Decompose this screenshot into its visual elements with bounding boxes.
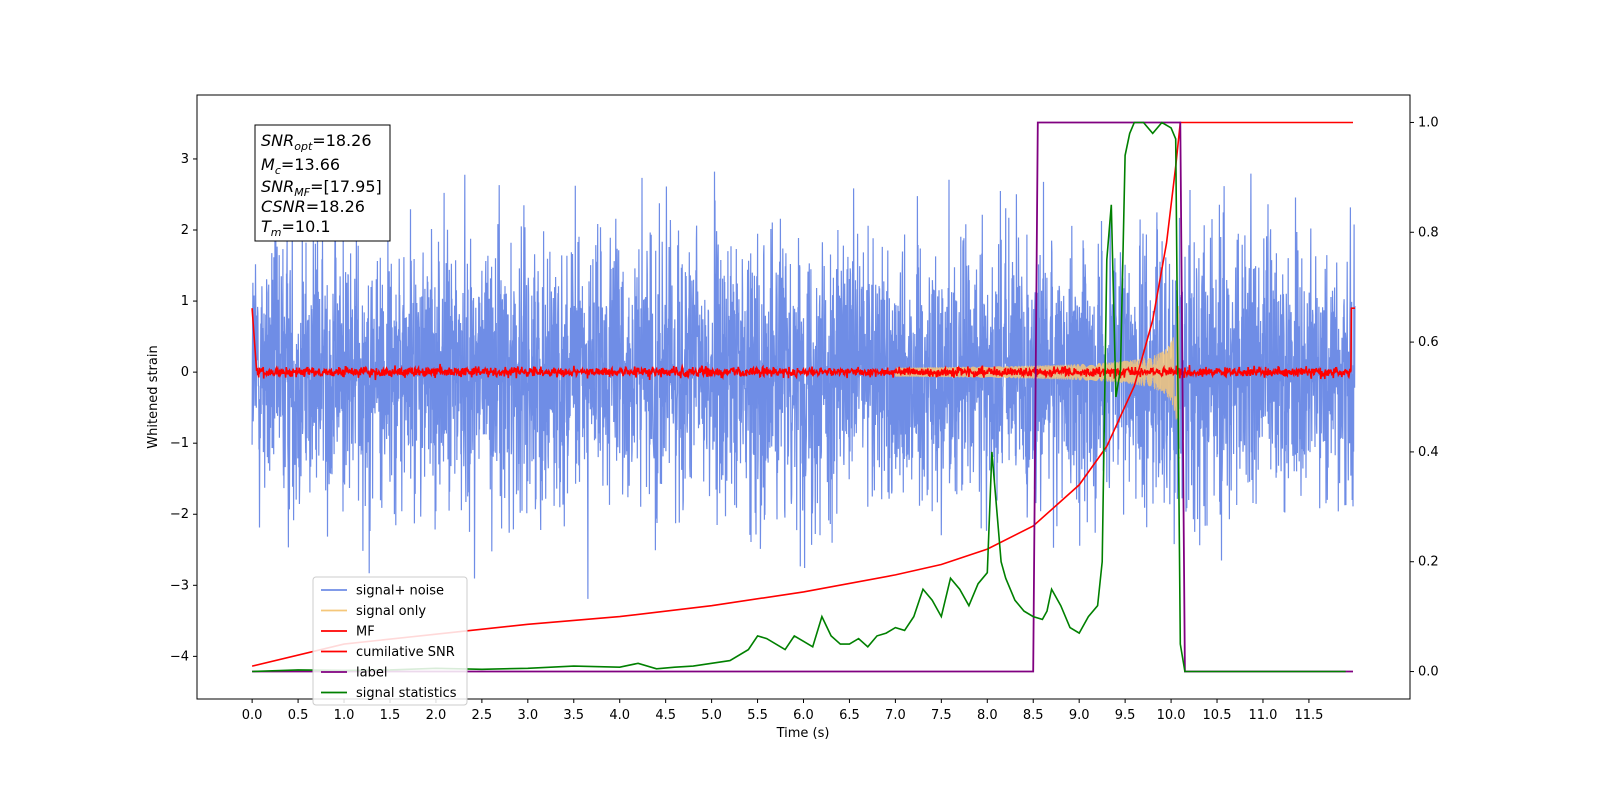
series-signal-statistics — [252, 121, 1346, 673]
x-tick-label-13: 6.5 — [839, 708, 860, 723]
x-tick-label-1: 0.5 — [288, 708, 309, 723]
legend: signal+ noise signal only MF cumilative SNR… — [312, 576, 468, 706]
legend-label-2: MF — [356, 625, 375, 640]
x-tick-label-16: 8.0 — [977, 708, 998, 723]
x-tick-label-5: 2.5 — [472, 708, 493, 723]
y-axis-right: 0.0 0.2 0.4 0.6 0.8 1.0 — [1410, 115, 1439, 680]
y2-tick-label-4: 0.8 — [1418, 225, 1439, 240]
annotation-frame — [254, 124, 391, 242]
x-tick-label-22: 11.0 — [1248, 708, 1277, 723]
x-tick-label-3: 1.5 — [380, 708, 401, 723]
x-tick-label-15: 7.5 — [931, 708, 952, 723]
y-tick-label-6: 2 — [181, 223, 189, 238]
x-axis: 0.0 0.5 1.0 1.5 2.0 2.5 3.0 3.5 4.0 4.5 5.0 5.5 6.0 6… — [242, 699, 1323, 723]
legend-label-4: label — [356, 666, 387, 681]
y-tick-label-1: −3 — [170, 578, 189, 593]
x-tick-label-17: 8.5 — [1023, 708, 1044, 723]
legend-frame — [312, 576, 468, 706]
y2-tick-label-1: 0.2 — [1418, 555, 1439, 570]
y-tick-label-0: −4 — [170, 649, 189, 664]
y-axis-label: Whitened strain — [146, 345, 161, 448]
x-tick-label-12: 6.0 — [793, 708, 814, 723]
series-signal-noise — [251, 171, 1356, 599]
legend-label-0: signal+ noise — [356, 584, 444, 599]
y2-tick-label-0: 0.0 — [1418, 665, 1439, 680]
x-tick-label-11: 5.5 — [747, 708, 768, 723]
y2-tick-label-5: 1.0 — [1418, 115, 1439, 130]
legend-label-5: signal statistics — [356, 686, 457, 701]
legend-label-1: signal only — [356, 604, 426, 619]
y-tick-label-2: −2 — [170, 507, 189, 522]
annotation-snr-mf: SNRMF=[17.95] — [261, 177, 382, 199]
y-tick-label-5: 1 — [181, 294, 189, 309]
x-tick-label-4: 2.0 — [426, 708, 447, 723]
y-tick-label-3: −1 — [170, 436, 189, 451]
annotation-mc: Mc=13.66 — [261, 155, 340, 177]
x-tick-label-10: 5.0 — [701, 708, 722, 723]
y2-tick-label-2: 0.4 — [1418, 445, 1439, 460]
series-cumulative-snr — [251, 121, 1353, 667]
y-axis-left: −4 −3 −2 −1 0 1 2 3 — [170, 152, 197, 664]
legend-label-3: cumilative SNR — [356, 645, 455, 660]
x-tick-label-19: 9.5 — [1115, 708, 1136, 723]
x-tick-label-7: 3.5 — [563, 708, 584, 723]
x-tick-label-2: 1.0 — [334, 708, 355, 723]
y-tick-label-7: 3 — [181, 152, 189, 167]
x-tick-label-23: 11.5 — [1294, 708, 1323, 723]
x-tick-label-8: 4.0 — [609, 708, 630, 723]
annotation-csnr: CSNR=18.26 — [261, 197, 365, 216]
series-mf — [251, 307, 1355, 381]
snr-annotation-box: SNRopt=18.26 Mc=13.66 SNRMF=[17.95] CSNR… — [254, 124, 391, 242]
y2-tick-label-3: 0.6 — [1418, 335, 1439, 350]
x-tick-label-0: 0.0 — [242, 708, 263, 723]
annotation-tm: Tm=10.1 — [261, 217, 331, 239]
x-tick-label-21: 10.5 — [1203, 708, 1232, 723]
x-tick-label-18: 9.0 — [1069, 708, 1090, 723]
x-tick-label-9: 4.5 — [655, 708, 676, 723]
x-axis-label: Time (s) — [776, 726, 830, 741]
x-tick-label-20: 10.0 — [1157, 708, 1186, 723]
plot-area — [251, 121, 1356, 673]
x-tick-label-14: 7.0 — [885, 708, 906, 723]
x-tick-label-6: 3.0 — [517, 708, 538, 723]
annotation-snr-opt: SNRopt=18.26 — [261, 131, 372, 153]
y-tick-label-4: 0 — [181, 365, 189, 380]
